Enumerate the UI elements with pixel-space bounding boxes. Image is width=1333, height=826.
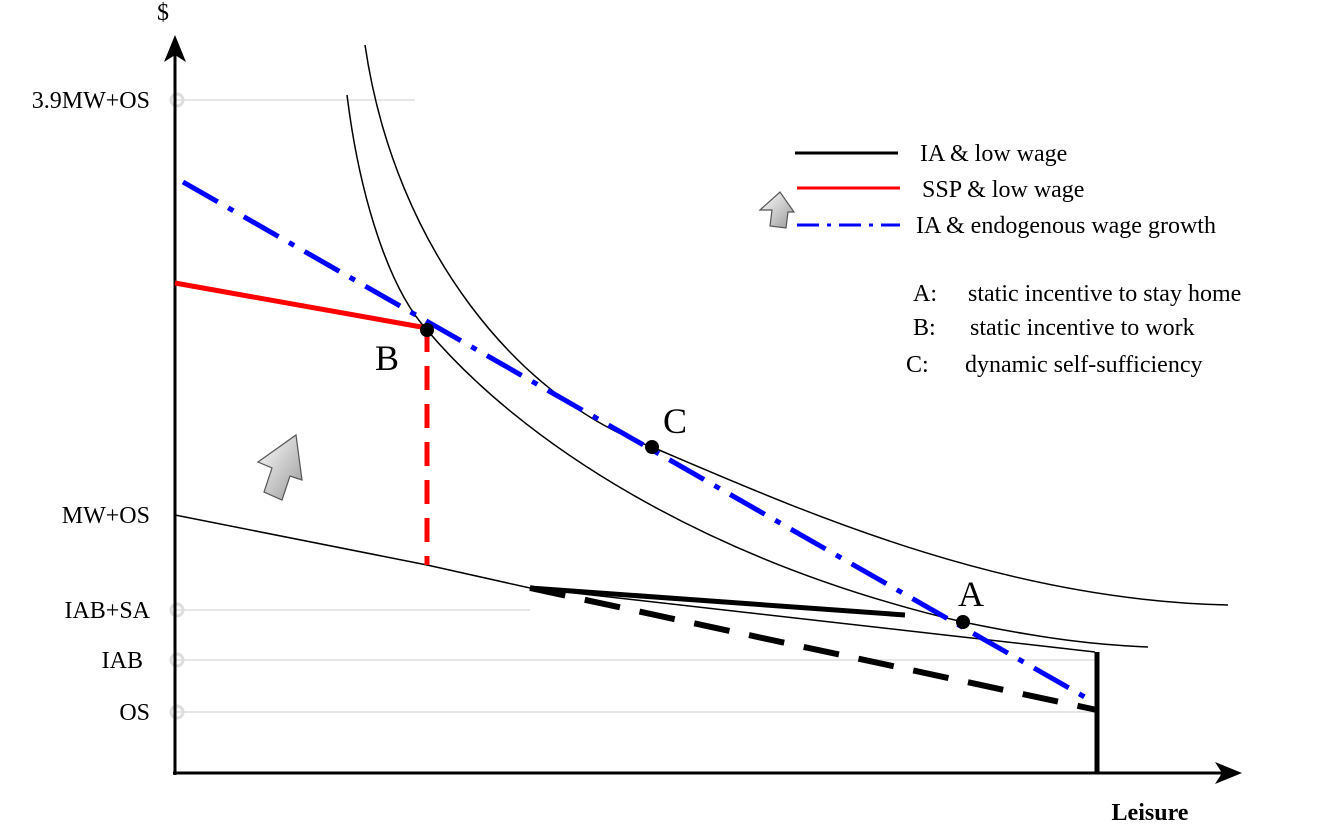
y-tick-label: IAB	[102, 648, 143, 674]
point-label: A	[958, 574, 984, 614]
points	[420, 323, 970, 629]
axes	[164, 35, 1242, 784]
y-tick-label: OS	[119, 700, 150, 726]
y-axis-label: $	[157, 0, 169, 26]
point-label: B	[375, 338, 399, 378]
legend-entry: IA & endogenous wage growth	[916, 213, 1216, 239]
legend-entry: IA & low wage	[920, 141, 1067, 167]
note-text: dynamic self-sufficiency	[965, 352, 1202, 378]
point-label: C	[663, 401, 687, 441]
note-text: static incentive to stay home	[968, 281, 1241, 307]
curves	[174, 44, 1229, 653]
legend: IA & low wage SSP & low wage IA & endoge…	[795, 141, 1216, 239]
x-axis-label: Leisure	[1112, 800, 1189, 826]
legend-entry: SSP & low wage	[922, 177, 1084, 203]
arrows	[256, 191, 796, 501]
note-key: B:	[913, 315, 936, 341]
notes: A: static incentive to stay home B: stat…	[906, 281, 1241, 378]
y-tick-label: MW+OS	[62, 503, 150, 529]
note-text: static incentive to work	[970, 315, 1195, 341]
y-tick-label: 3.9MW+OS	[32, 88, 150, 114]
budget-lines	[174, 179, 1100, 773]
note-key: A:	[913, 281, 937, 307]
note-key: C:	[906, 352, 929, 378]
tick-dots	[169, 92, 185, 720]
y-tick-label: IAB+SA	[64, 598, 150, 624]
